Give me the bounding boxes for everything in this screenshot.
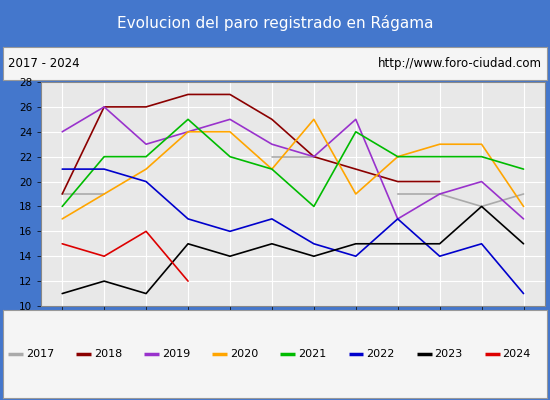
Text: Evolucion del paro registrado en Rágama: Evolucion del paro registrado en Rágama	[117, 15, 433, 31]
Text: 2019: 2019	[162, 349, 190, 359]
Text: 2022: 2022	[366, 349, 394, 359]
Text: 2017: 2017	[26, 349, 54, 359]
Text: 2017 - 2024: 2017 - 2024	[8, 57, 80, 70]
Text: 2023: 2023	[434, 349, 463, 359]
Text: 2024: 2024	[502, 349, 531, 359]
Text: http://www.foro-ciudad.com: http://www.foro-ciudad.com	[378, 57, 542, 70]
Text: 2018: 2018	[94, 349, 122, 359]
Text: 2020: 2020	[230, 349, 258, 359]
Text: 2021: 2021	[298, 349, 326, 359]
